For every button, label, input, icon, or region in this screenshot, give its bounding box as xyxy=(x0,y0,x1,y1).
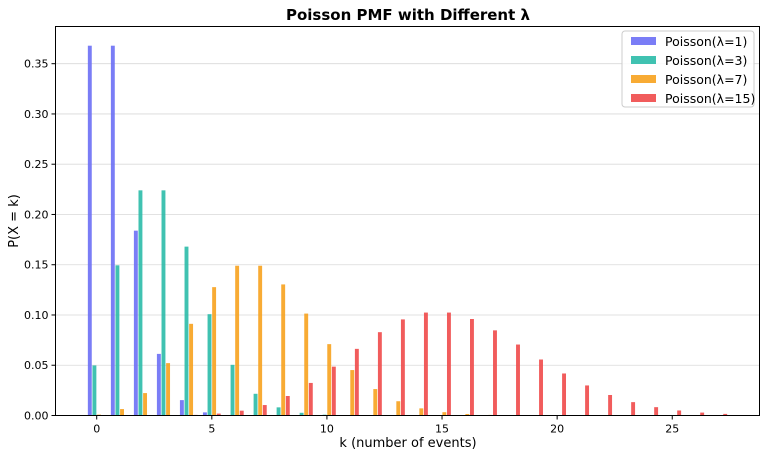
legend-swatch xyxy=(631,56,656,64)
bar-lambda-2-k-10 xyxy=(327,344,331,415)
bar-lambda-2-k-13 xyxy=(396,401,400,415)
bar-lambda-2-k-5 xyxy=(212,287,216,415)
y-tick-label: 0.10 xyxy=(24,309,49,322)
legend: Poisson(λ=1) Poisson(λ=3) Poisson(λ=7) Pois… xyxy=(622,31,755,107)
bar-lambda-1-k-0 xyxy=(92,365,96,415)
bar-lambda-2-k-12 xyxy=(373,389,377,415)
bar-lambda-3-k-21 xyxy=(585,385,589,415)
bar-lambda-0-k-2 xyxy=(134,231,138,416)
x-axis-label: k (number of events) xyxy=(339,436,476,451)
bar-lambda-3-k-20 xyxy=(562,373,566,415)
bar-lambda-1-k-6 xyxy=(231,365,235,416)
bar-lambda-1-k-4 xyxy=(185,247,189,416)
bar-lambda-3-k-25 xyxy=(677,410,681,415)
bar-lambda-0-k-1 xyxy=(111,46,115,416)
bar-lambda-2-k-2 xyxy=(143,393,147,415)
bar-lambda-3-k-16 xyxy=(470,319,474,415)
bar-lambda-1-k-5 xyxy=(208,314,212,415)
legend-swatch xyxy=(631,75,656,83)
bar-lambda-0-k-3 xyxy=(157,354,161,416)
bar-lambda-0-k-0 xyxy=(88,46,92,416)
legend-swatch xyxy=(631,37,656,45)
y-tick-label: 0.30 xyxy=(24,108,49,121)
bar-lambda-1-k-8 xyxy=(277,407,281,415)
bar-lambda-2-k-1 xyxy=(120,409,124,415)
bar-lambda-3-k-13 xyxy=(401,319,405,415)
bar-lambda-3-k-22 xyxy=(608,395,612,416)
legend-swatch xyxy=(631,94,656,102)
bar-lambda-1-k-7 xyxy=(254,394,258,416)
bar-lambda-0-k-4 xyxy=(180,400,184,415)
y-axis-label: P(X = k) xyxy=(7,194,22,248)
bar-lambda-2-k-11 xyxy=(350,370,354,415)
bar-lambda-2-k-9 xyxy=(304,314,308,416)
x-tick-label: 10 xyxy=(320,423,334,436)
legend-entry: Poisson(λ=1) xyxy=(665,34,747,49)
chart-title: Poisson PMF with Different λ xyxy=(286,6,531,24)
bar-lambda-3-k-14 xyxy=(424,313,428,416)
bar-lambda-1-k-3 xyxy=(162,190,166,415)
bar-lambda-3-k-17 xyxy=(493,330,497,415)
y-tick-label: 0.20 xyxy=(24,208,49,221)
grid-lines xyxy=(56,64,760,416)
bar-lambda-2-k-8 xyxy=(281,284,285,415)
y-tick-label: 0.15 xyxy=(24,259,49,272)
bar-lambda-3-k-11 xyxy=(355,349,359,416)
bar-lambda-2-k-7 xyxy=(258,266,262,416)
bar-lambda-3-k-6 xyxy=(240,411,244,416)
x-tick-label: 0 xyxy=(93,423,100,436)
bar-lambda-3-k-10 xyxy=(332,367,336,416)
x-tick-label: 15 xyxy=(435,423,449,436)
bar-lambda-2-k-4 xyxy=(189,324,193,416)
bar-lambda-1-k-2 xyxy=(138,190,142,415)
legend-entry: Poisson(λ=15) xyxy=(665,91,755,106)
bar-lambda-3-k-18 xyxy=(516,345,520,416)
y-tick-label: 0.25 xyxy=(24,158,49,171)
legend-entry: Poisson(λ=7) xyxy=(665,72,747,87)
y-tick-label: 0.35 xyxy=(24,58,49,71)
bar-lambda-3-k-8 xyxy=(286,396,290,416)
bar-lambda-2-k-14 xyxy=(419,408,423,415)
y-tick-label: 0.00 xyxy=(24,410,49,423)
bar-lambda-3-k-12 xyxy=(378,332,382,415)
bar-lambda-3-k-24 xyxy=(654,407,658,415)
bar-lambda-3-k-15 xyxy=(447,313,451,416)
x-tick-label: 5 xyxy=(208,423,215,436)
bar-lambda-1-k-1 xyxy=(115,265,119,415)
x-tick-label: 25 xyxy=(665,423,679,436)
bar-lambda-3-k-19 xyxy=(539,360,543,416)
bar-lambda-3-k-23 xyxy=(631,402,635,415)
legend-entry: Poisson(λ=3) xyxy=(665,53,747,68)
bar-lambda-3-k-9 xyxy=(309,383,313,416)
bar-lambda-2-k-3 xyxy=(166,363,170,415)
bar-lambda-3-k-7 xyxy=(263,405,267,415)
y-tick-label: 0.05 xyxy=(24,359,49,372)
x-tick-label: 20 xyxy=(550,423,564,436)
bar-lambda-2-k-6 xyxy=(235,266,239,416)
